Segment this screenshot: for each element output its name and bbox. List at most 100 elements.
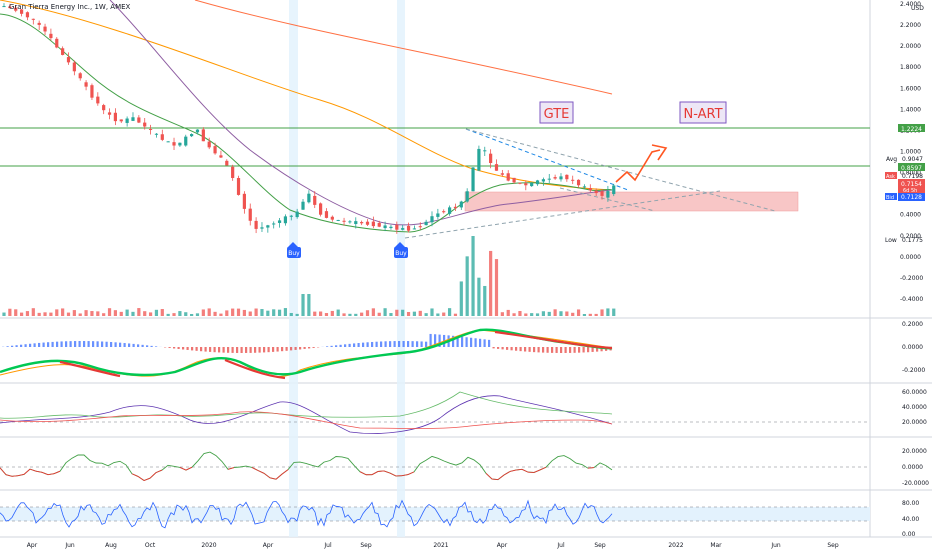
candle-body xyxy=(371,221,375,227)
time-axis[interactable]: Apr Jun Aug Oct 2020 Apr Jul Sep 2021 Apr Jul Sep 20… xyxy=(27,542,839,549)
volume-bar xyxy=(436,313,440,316)
volume-bar xyxy=(442,312,446,316)
osc-negative-segment xyxy=(389,472,397,477)
rsi-pane[interactable] xyxy=(0,499,870,529)
volume-bar xyxy=(477,277,481,316)
price-tick-1: 2.2000 xyxy=(900,22,921,29)
macd-bar xyxy=(60,341,63,347)
osc-axis[interactable]: 20.0000 0.0000 -20.0000 xyxy=(902,448,929,487)
gte-label-box[interactable] xyxy=(539,101,574,124)
candle-body xyxy=(576,179,581,186)
price-tick-11: 0.2000 xyxy=(900,233,921,240)
macd-bar xyxy=(285,347,288,351)
macd-bar xyxy=(420,341,423,347)
volume-bar xyxy=(389,313,393,316)
osc-negative-segment xyxy=(509,469,517,472)
volume-bar xyxy=(213,311,217,316)
badge-low-label: Low xyxy=(885,237,897,244)
macd-bar xyxy=(389,341,392,347)
time-label-14: Jun xyxy=(770,542,781,549)
demand-zone[interactable] xyxy=(464,191,799,212)
projection-arrow[interactable] xyxy=(615,149,661,183)
pane-separators xyxy=(0,0,932,538)
dmi-axis[interactable]: 60.0000 40.0000 20.0000 xyxy=(902,389,927,426)
candle-body xyxy=(465,191,469,202)
trendlines[interactable] xyxy=(404,128,776,239)
volume-bar xyxy=(148,312,153,316)
osc-negative-segment xyxy=(0,467,7,476)
candle-body xyxy=(143,122,147,127)
macd-bar xyxy=(294,347,297,350)
price-tick-2: 2.0000 xyxy=(900,43,921,50)
macd-bar xyxy=(393,341,396,347)
macd-bar xyxy=(245,347,248,353)
volume-bar xyxy=(500,312,504,316)
volume-bar xyxy=(113,310,117,316)
time-label-10: Jul xyxy=(556,542,565,549)
macd-bar xyxy=(465,337,468,347)
macd-bar xyxy=(353,343,356,347)
macd-bar xyxy=(204,347,207,352)
candle-body xyxy=(571,179,575,181)
candle-body xyxy=(518,182,522,184)
volume-bar xyxy=(430,308,434,316)
macd-bar xyxy=(11,345,14,347)
macd-bar xyxy=(155,346,158,347)
macd-bar xyxy=(254,347,257,353)
sma-purple-line xyxy=(109,0,613,226)
macd-bar xyxy=(101,341,104,347)
macd-bar xyxy=(528,347,531,352)
candle-body xyxy=(313,195,317,205)
osc-negative-segment xyxy=(377,470,385,472)
macd-bar xyxy=(348,343,351,347)
volume-bar xyxy=(14,309,18,316)
volume-bar xyxy=(301,294,305,316)
oscillator-pane[interactable] xyxy=(0,451,870,482)
volume-bar xyxy=(524,313,528,316)
volume-bar xyxy=(559,311,563,316)
candle-body xyxy=(272,223,276,225)
macd-pane[interactable] xyxy=(0,328,613,380)
candle-body xyxy=(154,133,159,135)
candles xyxy=(2,3,616,234)
volume-bar xyxy=(365,310,370,316)
candle-body xyxy=(612,185,616,195)
macd-ticks-tick-1: 0.0000 xyxy=(902,344,923,351)
volume-bar xyxy=(330,310,334,316)
osc-negative-segment xyxy=(383,470,391,474)
macd-bar xyxy=(92,341,95,347)
price-axis[interactable]: 2.40002.20002.00001.80001.60001.40001.20… xyxy=(900,1,923,303)
candle-body xyxy=(401,228,405,230)
macd-bar xyxy=(510,347,513,351)
macd-bar xyxy=(524,347,527,352)
volume-bar xyxy=(107,308,112,316)
volume-bar xyxy=(178,311,182,316)
volume-bar xyxy=(465,256,469,316)
nart-label-box[interactable] xyxy=(679,101,727,124)
buy-marker-2[interactable]: Buy xyxy=(394,242,408,258)
macd-bar xyxy=(69,341,72,347)
badge-avg-value: 0.9047 xyxy=(902,156,923,163)
volume-bar xyxy=(336,309,340,316)
macd-bar xyxy=(497,347,500,349)
rsi-ticks-tick-2: 0.00 xyxy=(902,531,916,538)
volume-bar xyxy=(219,313,223,316)
macd-bar xyxy=(429,333,432,347)
candle-body xyxy=(90,85,94,98)
dmi-pane[interactable] xyxy=(0,391,870,434)
macd-bar xyxy=(434,334,437,347)
volume-bar xyxy=(248,311,252,316)
candle-body xyxy=(477,148,481,171)
macd-axis[interactable]: 0.2000 0.0000 -0.2000 xyxy=(902,321,925,374)
volume-bar xyxy=(119,311,123,316)
osc-negative-segment xyxy=(401,474,409,477)
rsi-axis[interactable]: 80.00 40.00 0.00 xyxy=(902,500,919,538)
candle-body xyxy=(254,220,258,229)
buy-highlight-1 xyxy=(289,0,298,537)
macd-bar xyxy=(83,341,86,347)
buy-marker-1[interactable]: Buy xyxy=(287,242,301,258)
price-tick-13: -0.2000 xyxy=(900,275,923,282)
time-label-13: Mar xyxy=(710,542,722,549)
macd-bar xyxy=(42,342,45,347)
time-label-12: 2022 xyxy=(668,542,683,549)
